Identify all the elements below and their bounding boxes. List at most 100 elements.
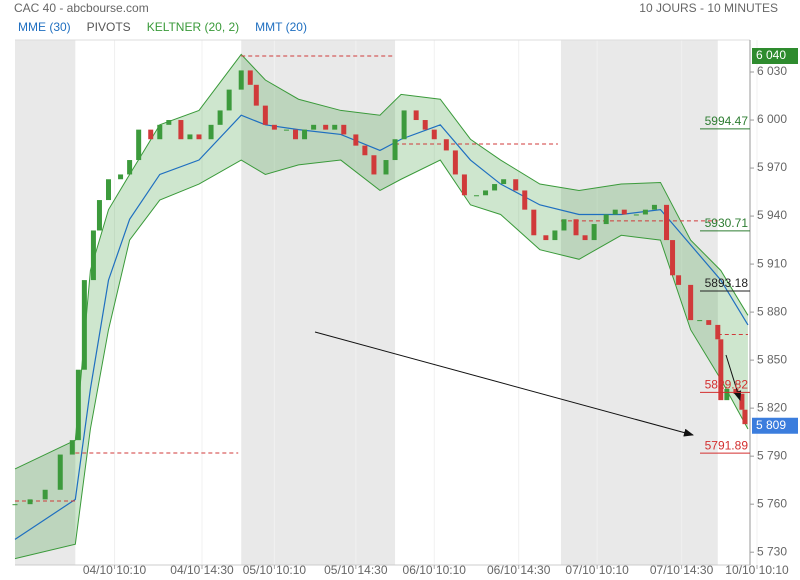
candle: [238, 70, 244, 90]
level-label: 5791.89: [705, 438, 749, 452]
x-tick-label: 04/10 10:10: [83, 563, 147, 577]
candle: [392, 139, 398, 161]
candle: [187, 134, 193, 140]
plot-area: [12, 53, 749, 560]
candle: [483, 190, 489, 196]
candle: [196, 134, 202, 140]
legend-item: MME (30): [18, 20, 71, 34]
candle: [302, 129, 308, 140]
candle: [492, 184, 498, 191]
candle: [715, 324, 721, 340]
candle: [283, 129, 289, 131]
candle: [178, 120, 184, 140]
x-tick-label: 05/10 10:10: [243, 563, 307, 577]
y-tick-label: 5 730: [757, 544, 787, 558]
candle: [561, 219, 567, 231]
x-tick-label: 05/10 14:30: [324, 563, 388, 577]
candle: [208, 124, 214, 140]
candle: [353, 134, 359, 146]
keltner-upper: [14, 53, 749, 470]
keltner-band: [15, 54, 748, 559]
candle: [431, 129, 437, 140]
candle: [383, 160, 389, 175]
candle: [12, 504, 18, 506]
candle: [262, 105, 268, 125]
candle: [27, 499, 33, 505]
session-band: [241, 40, 396, 565]
candle: [136, 129, 142, 161]
legend-item: MMT (20): [255, 20, 307, 34]
candle: [166, 120, 172, 125]
candle: [371, 155, 377, 175]
x-tick-label: 04/10 14:30: [170, 563, 234, 577]
candle: [633, 214, 639, 216]
candle: [69, 440, 75, 455]
candle: [75, 369, 81, 441]
y-tick-label: 6 000: [757, 112, 787, 126]
level-label: 5893.18: [705, 276, 749, 290]
y-tick-label: 5 790: [757, 448, 787, 462]
keltner-lower: [14, 159, 749, 560]
candle: [226, 89, 232, 111]
candle: [323, 124, 329, 130]
y-tick-label: 5 760: [757, 496, 787, 510]
candle: [106, 179, 112, 201]
y-tick-label: 5 910: [757, 256, 787, 270]
price-tag: [752, 417, 798, 434]
candle: [148, 129, 154, 140]
candle: [739, 393, 745, 410]
chart-title: CAC 40 - abcbourse.com: [14, 1, 149, 15]
candle: [443, 139, 449, 151]
candle: [742, 409, 748, 425]
candle: [127, 160, 133, 175]
candle: [42, 489, 48, 500]
x-tick-label: 06/10 14:30: [487, 563, 551, 577]
y-tick-label: 5 880: [757, 304, 787, 318]
price-tag-label: 5 809: [756, 418, 786, 432]
candle: [706, 320, 712, 325]
y-tick-label: 6 030: [757, 64, 787, 78]
candle: [253, 84, 259, 106]
candle: [612, 209, 618, 215]
candle: [332, 124, 338, 130]
y-tick-label: 5 850: [757, 352, 787, 366]
candle: [552, 230, 558, 241]
legend-item: PIVOTS: [87, 20, 131, 34]
candle: [513, 179, 519, 191]
candle: [413, 110, 419, 121]
x-tick-label: 07/10 14:30: [650, 563, 714, 577]
y-tick-label: 5 820: [757, 400, 787, 414]
candle: [651, 204, 657, 210]
candle: [118, 174, 124, 180]
annotation-arrow: [314, 331, 694, 437]
candle: [688, 284, 694, 321]
candle: [697, 320, 703, 322]
candle: [676, 275, 682, 285]
x-tick-label: 07/10 10:10: [565, 563, 629, 577]
candle: [582, 235, 588, 241]
y-tick-label: 5 970: [757, 160, 787, 174]
candle: [522, 190, 528, 210]
candle: [543, 235, 549, 241]
candle: [293, 129, 299, 140]
candle: [311, 124, 317, 130]
candle: [724, 388, 730, 401]
candle: [718, 339, 724, 401]
candle: [96, 200, 102, 231]
price-tag-label: 6 040: [756, 48, 786, 62]
mme-line: [14, 114, 749, 540]
y-tick-label: 5 940: [757, 208, 787, 222]
candle: [271, 124, 277, 130]
candle: [90, 230, 96, 281]
price-tag: [752, 48, 798, 65]
candle: [670, 240, 676, 276]
candle: [57, 454, 63, 490]
candle: [362, 145, 368, 156]
candle: [603, 214, 609, 225]
level-label: 5829.82: [705, 378, 749, 392]
candle: [401, 110, 407, 140]
candle: [247, 70, 253, 85]
candle: [664, 204, 670, 241]
candle: [531, 209, 537, 236]
candle: [573, 219, 579, 236]
